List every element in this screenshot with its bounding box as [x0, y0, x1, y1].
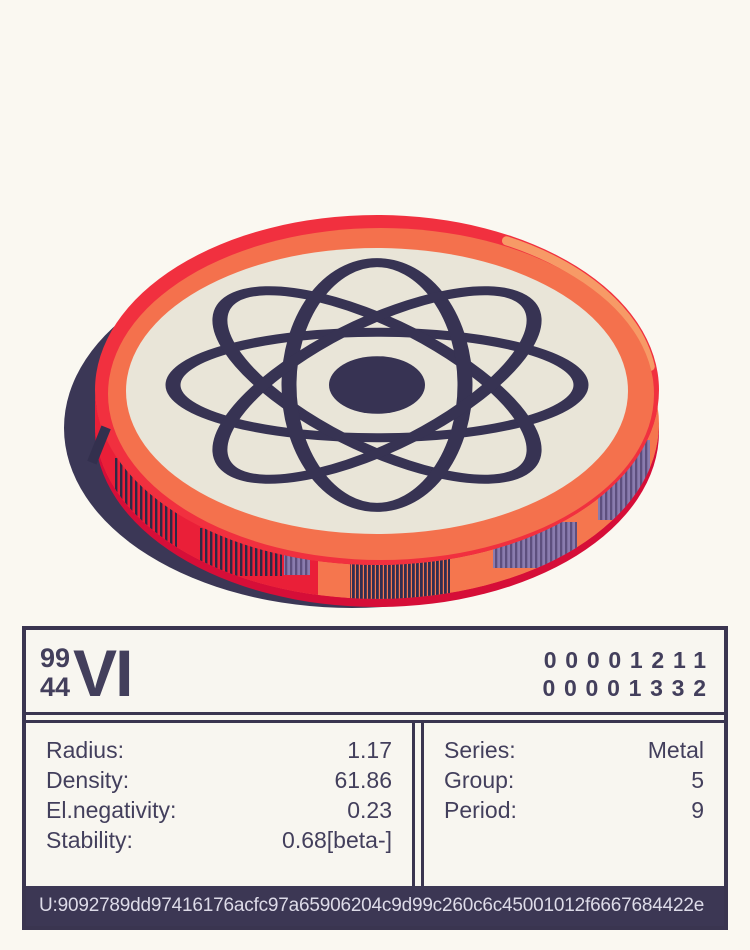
mass-number: 99	[40, 643, 71, 673]
property-row: Density: 61.86	[46, 765, 392, 795]
atom-nucleus	[329, 356, 425, 414]
coin-rim-highlight	[502, 236, 655, 371]
element-numbers: 99 44	[40, 638, 70, 702]
property-label: Period:	[444, 797, 517, 823]
hash-text: U:9092789dd97416176acfc97a65906204c9d99c…	[39, 895, 705, 916]
property-label: El.negativity:	[46, 797, 177, 823]
rim-dash	[87, 425, 111, 465]
property-value: 61.86	[334, 767, 392, 793]
property-label: Series:	[444, 737, 516, 763]
atomic-number: 44	[40, 672, 71, 702]
property-row: Group: 5	[444, 765, 704, 795]
properties-right-column: Series: Metal Group: 5 Period: 9	[421, 723, 724, 886]
property-label: Stability:	[46, 827, 133, 853]
coin-illustration	[64, 215, 659, 608]
property-row: Radius: 1.17	[46, 735, 392, 765]
properties-left-column: Radius: 1.17 Density: 61.86 El.negativit…	[26, 723, 415, 886]
atom-orbit	[281, 258, 473, 512]
property-label: Density:	[46, 767, 130, 793]
card-properties: Radius: 1.17 Density: 61.86 El.negativit…	[26, 720, 724, 886]
property-value: Metal	[647, 737, 704, 763]
element-codes: 00001211 00001332	[542, 638, 714, 702]
coin-svg	[64, 215, 659, 608]
atom-orbit	[212, 286, 542, 484]
atom-orbit	[165, 327, 589, 443]
element-symbol: VI	[73, 636, 133, 710]
property-row: El.negativity: 0.23	[46, 795, 392, 825]
property-value: 0.68[beta-]	[282, 827, 392, 853]
property-value: 1.17	[347, 737, 392, 763]
card-header: 99 44 VI 00001211 00001332	[26, 630, 724, 715]
atom-icon	[165, 258, 589, 512]
property-row: Period: 9	[444, 795, 704, 825]
property-row: Series: Metal	[444, 735, 704, 765]
property-label: Group:	[444, 767, 515, 793]
code-line-2: 00001332	[542, 675, 715, 701]
element-card: 99 44 VI 00001211 00001332 Radius: 1.17 …	[22, 626, 728, 930]
property-value: 0.23	[347, 797, 392, 823]
property-row: Stability: 0.68[beta-]	[46, 825, 392, 855]
property-value: 9	[691, 797, 704, 823]
property-label: Radius:	[46, 737, 124, 763]
card-footer: U:9092789dd97416176acfc97a65906204c9d99c…	[26, 886, 724, 926]
property-value: 5	[691, 767, 704, 793]
atom-orbit	[212, 286, 542, 484]
code-line-1: 00001211	[543, 647, 715, 673]
